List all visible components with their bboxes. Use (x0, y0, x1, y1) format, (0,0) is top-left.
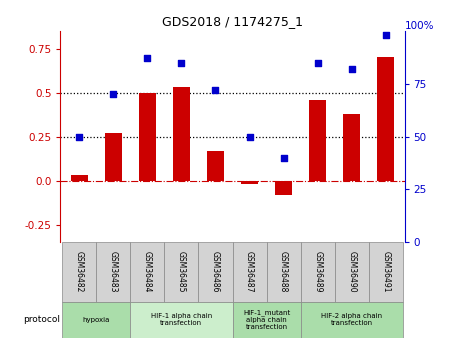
Bar (164, 242, 199, 302)
Point (280, 155, 287, 160)
Bar (241, 180, 258, 184)
Point (314, 60, 321, 66)
Bar (96, 242, 130, 302)
Bar (309, 100, 326, 180)
Text: GSM36483: GSM36483 (109, 251, 118, 293)
Bar (139, 92, 156, 180)
Bar (199, 242, 232, 302)
Text: protocol: protocol (23, 315, 60, 324)
Bar (130, 302, 232, 338)
Text: GSM36488: GSM36488 (279, 251, 288, 293)
Bar (62, 242, 96, 302)
Bar (275, 180, 292, 195)
Text: GSM36485: GSM36485 (177, 251, 186, 293)
Bar (232, 302, 301, 338)
Point (75, 134, 83, 139)
Bar (301, 242, 335, 302)
Text: GSM36487: GSM36487 (245, 251, 254, 293)
Point (382, 32, 390, 38)
Bar (207, 151, 224, 180)
Point (178, 60, 185, 66)
Text: GSM36490: GSM36490 (347, 251, 356, 293)
Text: GSM36491: GSM36491 (381, 251, 390, 293)
Text: GSM36482: GSM36482 (75, 251, 84, 293)
Bar (71, 175, 88, 180)
Bar (377, 57, 394, 180)
Bar (343, 114, 360, 180)
Bar (62, 302, 130, 338)
Text: HIF-1 alpha chain
transfection: HIF-1 alpha chain transfection (151, 313, 212, 326)
Bar (105, 133, 122, 180)
Point (110, 92, 117, 97)
Point (246, 134, 253, 139)
Point (348, 66, 355, 72)
Point (144, 56, 151, 61)
Bar (301, 302, 403, 338)
Point (212, 87, 219, 93)
Text: GSM36484: GSM36484 (143, 251, 152, 293)
Bar (130, 242, 164, 302)
Title: GDS2018 / 1174275_1: GDS2018 / 1174275_1 (162, 16, 303, 29)
Text: GSM36489: GSM36489 (313, 251, 322, 293)
Text: HIF-1_mutant
alpha chain
transfection: HIF-1_mutant alpha chain transfection (243, 309, 290, 330)
Bar (173, 87, 190, 180)
Text: HIF-2 alpha chain
transfection: HIF-2 alpha chain transfection (321, 313, 382, 326)
Bar (335, 242, 369, 302)
Bar (266, 242, 301, 302)
Bar (232, 242, 266, 302)
Bar (369, 242, 403, 302)
Text: hypoxia: hypoxia (82, 317, 110, 323)
Text: 100%: 100% (405, 21, 434, 31)
Text: GSM36486: GSM36486 (211, 251, 220, 293)
